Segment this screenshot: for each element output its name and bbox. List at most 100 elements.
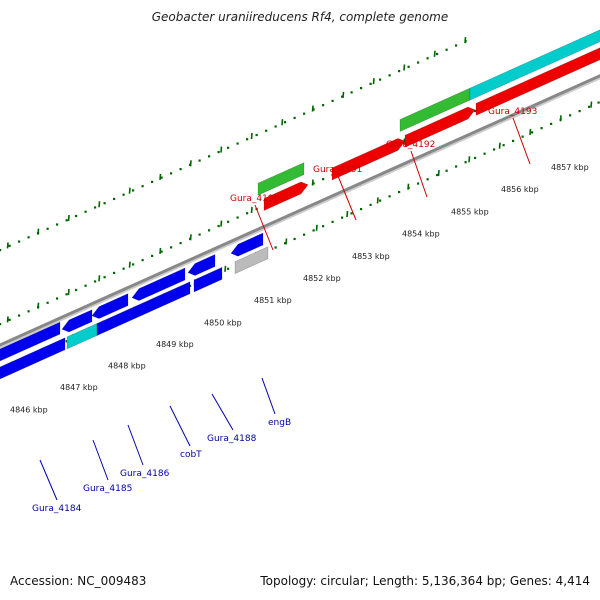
tick-dot [322, 104, 325, 107]
tick-dot [398, 69, 401, 73]
gene-gura-4184-b [0, 337, 66, 380]
tick-dot [455, 165, 458, 168]
tick-dot [255, 133, 258, 137]
major-tick [220, 220, 223, 227]
scale-label: 4857 kbp [551, 163, 589, 172]
tick-dot [312, 229, 315, 232]
label-leader-lines [39, 117, 531, 501]
major-tick [285, 238, 288, 245]
leader-line [92, 439, 109, 481]
scale-label: 4848 kbp [108, 362, 146, 371]
gene-gura-4188 [187, 254, 216, 276]
tick-dot [227, 267, 230, 270]
tick-dot [474, 109, 477, 113]
tick-dot [350, 212, 353, 215]
major-tick [67, 288, 70, 296]
tick-dot [217, 224, 220, 228]
tick-dot [122, 193, 125, 196]
major-tick [468, 156, 471, 163]
gene-label-upper: Gura_4191 [313, 165, 362, 175]
tick-dot [75, 214, 78, 218]
leader-line [39, 459, 58, 501]
tick-dot [303, 233, 306, 236]
tick-dot [445, 48, 448, 51]
tick-dot [550, 122, 553, 125]
map-title: Geobacter uraniireducens Rf4, complete g… [151, 10, 449, 24]
scale-label: 4846 kbp [10, 406, 48, 415]
tick-dot [18, 314, 21, 317]
tick-dot [141, 259, 144, 262]
tick-dot [274, 125, 277, 128]
tick-dot [379, 199, 382, 202]
major-tick [67, 214, 70, 222]
tick-dot [103, 276, 106, 279]
gene-gura-4190-green [257, 162, 305, 196]
major-tick [311, 179, 314, 186]
major-tick [250, 206, 253, 213]
major-tick [315, 224, 318, 231]
tick-dot [312, 182, 315, 185]
tick-dot [512, 139, 515, 143]
tick-dot [265, 129, 268, 132]
major-tick [128, 261, 131, 268]
tick-dot [65, 293, 68, 296]
tick-dot [474, 156, 477, 160]
tick-dot [227, 146, 230, 149]
tick-dot [578, 109, 581, 113]
tick-dot [198, 233, 201, 236]
tick-dot [322, 225, 325, 228]
gene-gura-4192 [404, 106, 476, 148]
gene-gura-4191 [331, 138, 406, 181]
tick-dot [388, 195, 391, 198]
tick-dot [417, 61, 420, 64]
gene-gura-4186 [91, 293, 129, 319]
tick-dot [122, 267, 125, 270]
major-tick [6, 316, 9, 323]
tick-dot [0, 323, 2, 326]
tick-dot [588, 105, 591, 108]
tick-dot [426, 57, 429, 60]
tick-dot [198, 159, 201, 162]
tick-dot [94, 206, 97, 209]
major-tick [189, 234, 192, 241]
backbone-line [0, 74, 600, 347]
tick-dot [27, 236, 30, 239]
major-tick [6, 242, 9, 249]
major-tick [250, 132, 253, 139]
gene-gura-4184 [0, 321, 61, 362]
tick-dot [369, 203, 372, 206]
major-tick [159, 173, 162, 181]
tick-dot [521, 135, 524, 138]
tick-dot [160, 250, 163, 253]
tick-dot [170, 172, 173, 175]
tick-dot [8, 318, 11, 321]
gene-label-lower: Gura_4188 [207, 434, 257, 444]
tick-dot [103, 202, 106, 205]
scale-label: 4856 kbp [501, 185, 539, 194]
tick-dot [331, 99, 334, 103]
gene-label-lower: Gura_4185 [83, 484, 132, 494]
tick-dot [436, 173, 439, 177]
leader-line [211, 393, 234, 431]
tick-dot [113, 197, 116, 201]
accession-text: Accession: NC_009483 [10, 574, 147, 588]
tick-dot [227, 220, 230, 223]
tick-dot [398, 190, 401, 194]
gene-label-lower: cobT [180, 450, 202, 460]
tick-dot [132, 263, 135, 266]
tick-dot [331, 220, 334, 224]
tick-dot [170, 246, 173, 249]
tick-dot [455, 44, 458, 47]
leader-line [337, 175, 357, 221]
gene-labels: Gura_4190 Gura_4191 Gura_4192 Gura_4193 Gura… [32, 107, 537, 514]
tick-dot [407, 65, 410, 68]
tick-dot [293, 237, 296, 241]
gene-label-lower: Gura_4186 [120, 469, 170, 479]
tick-dot [284, 121, 287, 124]
tick-dot [236, 142, 239, 145]
tick-dot [493, 148, 496, 151]
scale-label: 4850 kbp [204, 318, 242, 327]
tick-dot [379, 78, 382, 81]
gene-gura-4188-b [193, 266, 223, 293]
